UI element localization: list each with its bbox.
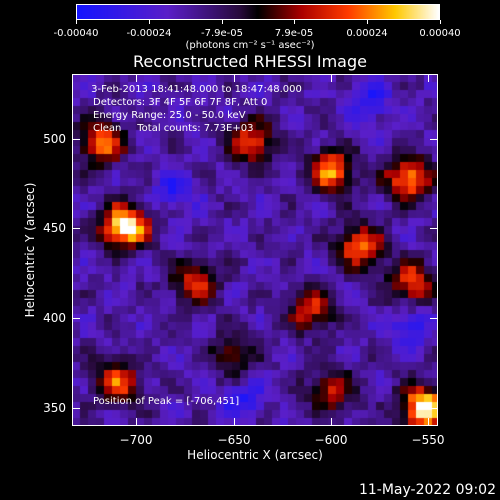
annotation-energy-range: Energy Range: 25.0 - 50.0 keV: [93, 110, 246, 121]
colorbar-tick-mark: [294, 20, 295, 24]
y-tick-label: 500: [43, 132, 66, 146]
colorbar-tick-label: 0.00040: [419, 28, 461, 39]
y-tick-label: 450: [43, 221, 66, 235]
x-tick-label: −550: [411, 433, 445, 447]
colorbar-tick-label: -0.00024: [126, 28, 172, 39]
x-tick-mark: [234, 74, 235, 82]
annotation-peak-position: Position of Peak = [-706,451]: [93, 396, 240, 407]
footer-timestamp: 11-May-2022 09:02: [358, 482, 496, 498]
colorbar: [76, 4, 440, 20]
y-tick-label: 350: [43, 401, 66, 415]
chart-title: Reconstructed RHESSI Image: [133, 52, 367, 71]
x-tick-mark: [136, 74, 137, 82]
annotation-time-range: 3-Feb-2013 18:41:48.000 to 18:47:48.000: [88, 84, 302, 95]
x-tick-label: −700: [119, 433, 153, 447]
colorbar-tick-label: -7.9e-05: [201, 28, 243, 39]
colorbar-tick-label: -0.00040: [53, 28, 99, 39]
y-tick-mark: [72, 228, 80, 229]
y-tick-mark: [430, 408, 438, 409]
x-tick-label: −600: [314, 433, 348, 447]
plot-frame: [72, 74, 438, 426]
y-tick-mark: [72, 139, 80, 140]
y-tick-mark: [430, 139, 438, 140]
colorbar-tick-label: 7.9e-05: [274, 28, 314, 39]
x-tick-mark: [331, 74, 332, 82]
heatmap-image: [72, 74, 438, 426]
colorbar-units-label: (photons cm⁻² s⁻¹ asec⁻²): [185, 40, 315, 51]
annotation-clean-counts: Clean Total counts: 7.73E+03: [93, 123, 254, 134]
colorbar-tick-mark: [149, 20, 150, 24]
colorbar-tick-label: 0.00024: [346, 28, 388, 39]
y-tick-mark: [430, 318, 438, 319]
colorbar-tick-mark: [76, 20, 77, 24]
annotation-detectors: Detectors: 3F 4F 5F 6F 7F 8F, Att 0: [93, 97, 268, 108]
x-tick-mark: [136, 418, 137, 426]
x-axis-label: Heliocentric X (arcsec): [187, 448, 323, 462]
x-tick-mark: [428, 418, 429, 426]
y-tick-label: 400: [43, 311, 66, 325]
y-axis-label: Heliocentric Y (arcsec): [23, 182, 37, 318]
colorbar-tick-mark: [222, 20, 223, 24]
x-tick-label: −650: [217, 433, 251, 447]
y-tick-mark: [430, 228, 438, 229]
colorbar-tick-mark: [367, 20, 368, 24]
x-tick-mark: [331, 418, 332, 426]
x-tick-mark: [234, 418, 235, 426]
colorbar-tick-mark: [440, 20, 441, 24]
y-tick-mark: [72, 318, 80, 319]
x-tick-mark: [428, 74, 429, 82]
y-tick-mark: [72, 408, 80, 409]
